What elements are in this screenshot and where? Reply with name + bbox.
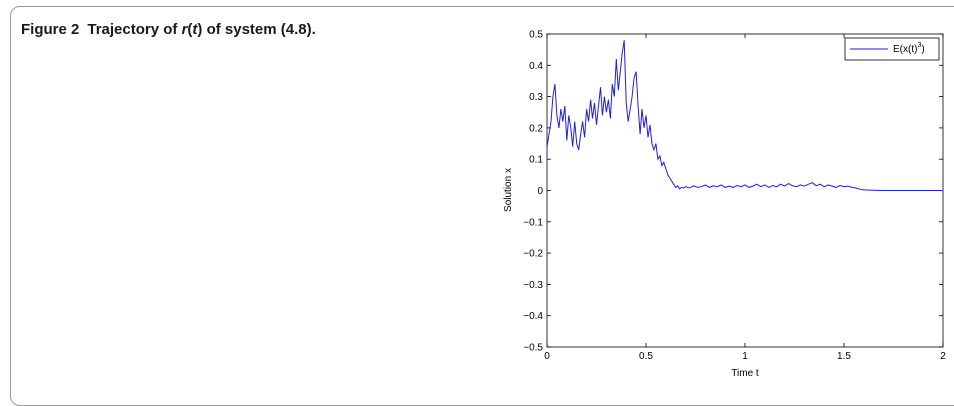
legend-label-sup: 3 [917,42,921,49]
y-tick-label: 0.4 [529,61,543,72]
caption-text: Trajectory of [87,21,182,38]
legend-label-close: ) [921,44,924,55]
y-tick-label: 0 [537,186,543,197]
legend-label: E(x(t)3) [893,42,925,55]
y-tick-label: −0.2 [523,249,543,260]
legend-label-base: E(x(t) [893,44,917,55]
x-tick-label: 1 [742,351,748,362]
caption-text-end: ) of system (4.8). [197,21,316,38]
axis-ticks [546,33,944,348]
x-axis-label: Time t [731,368,759,379]
y-tick-label: 0.1 [529,155,543,166]
y-tick-labels: 0.5 0.4 0.3 0.2 0.1 0 −0.1 −0.2 −0.3 −0.4 −0.5 [523,30,543,354]
caption-var-t: t [192,21,198,38]
x-tick-label: 2 [940,351,946,362]
x-tick-labels: 0 0.5 1 1.5 2 [544,351,946,362]
y-tick-label: 0.5 [529,30,543,41]
figure-caption: Figure 2 Trajectory of r(t) of system (4.… [21,21,316,38]
x-tick-label: 1.5 [837,351,851,362]
y-tick-label: −0.3 [523,280,543,291]
caption-var-r: r [181,21,188,38]
y-tick-label: 0.2 [529,123,543,134]
series-line [546,40,943,191]
y-tick-label: 0.3 [529,92,543,103]
figure-number: Figure 2 [21,21,80,38]
legend-box [844,37,940,61]
caption-paren: ( [187,21,193,38]
line-chart: 0 0.5 1 1.5 2 0.5 0.4 0.3 0.2 0.1 0 −0.1 −0.2 −0.3 −0… [503,30,946,380]
legend: E(x(t)3) [844,37,940,61]
y-tick-label: −0.4 [523,311,543,322]
x-tick-label: 0 [544,351,550,362]
x-tick-label: 0.5 [639,351,653,362]
y-axis-label: Solution x [503,168,514,212]
y-tick-label: −0.1 [523,217,543,228]
y-tick-label: −0.5 [523,343,543,354]
